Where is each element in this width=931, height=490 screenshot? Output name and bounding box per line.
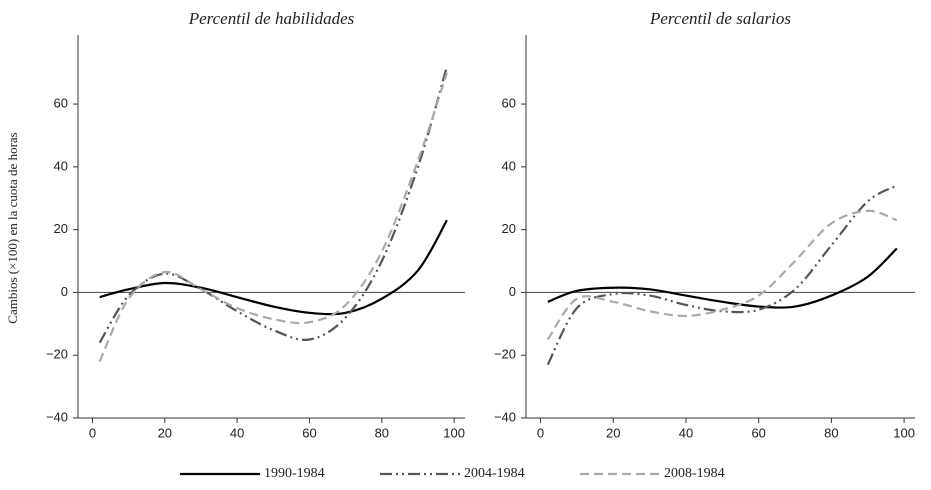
- y-tick-label: −20: [46, 347, 68, 362]
- series-line: [547, 247, 898, 309]
- legend-label: 2004-1984: [464, 466, 525, 481]
- y-axis-label: Cambios (×100) en la cuota de horas: [5, 132, 20, 323]
- chart-title: Percentil de salarios: [649, 9, 791, 28]
- y-tick-label: 60: [54, 96, 68, 111]
- x-tick-label: 100: [443, 425, 465, 440]
- x-tick-label: 40: [230, 425, 244, 440]
- legend-label: 1990-1984: [264, 466, 325, 481]
- series-line: [546, 209, 898, 341]
- x-tick-label: 0: [89, 425, 96, 440]
- y-tick-label: 40: [54, 158, 68, 173]
- y-tick-label: 40: [502, 158, 516, 173]
- series-line: [98, 66, 448, 344]
- x-tick-label: 20: [158, 425, 172, 440]
- y-tick-label: −20: [494, 347, 516, 362]
- y-tick-label: −40: [46, 409, 68, 424]
- legend-label: 2008-1984: [664, 466, 725, 481]
- x-tick-label: 60: [751, 425, 765, 440]
- x-tick-label: 100: [893, 425, 915, 440]
- series-line: [546, 184, 898, 366]
- y-tick-label: 20: [502, 221, 516, 236]
- series-line: [99, 219, 448, 316]
- x-tick-label: 0: [537, 425, 544, 440]
- series-line: [98, 72, 448, 362]
- y-tick-label: 60: [502, 96, 516, 111]
- x-tick-label: 80: [375, 425, 389, 440]
- x-tick-label: 20: [606, 425, 620, 440]
- y-tick-label: 0: [509, 284, 516, 299]
- x-tick-label: 80: [824, 425, 838, 440]
- y-tick-label: 0: [61, 284, 68, 299]
- x-tick-label: 40: [679, 425, 693, 440]
- chart-title: Percentil de habilidades: [188, 9, 355, 28]
- x-tick-label: 60: [302, 425, 316, 440]
- y-tick-label: −40: [494, 409, 516, 424]
- y-tick-label: 20: [54, 221, 68, 236]
